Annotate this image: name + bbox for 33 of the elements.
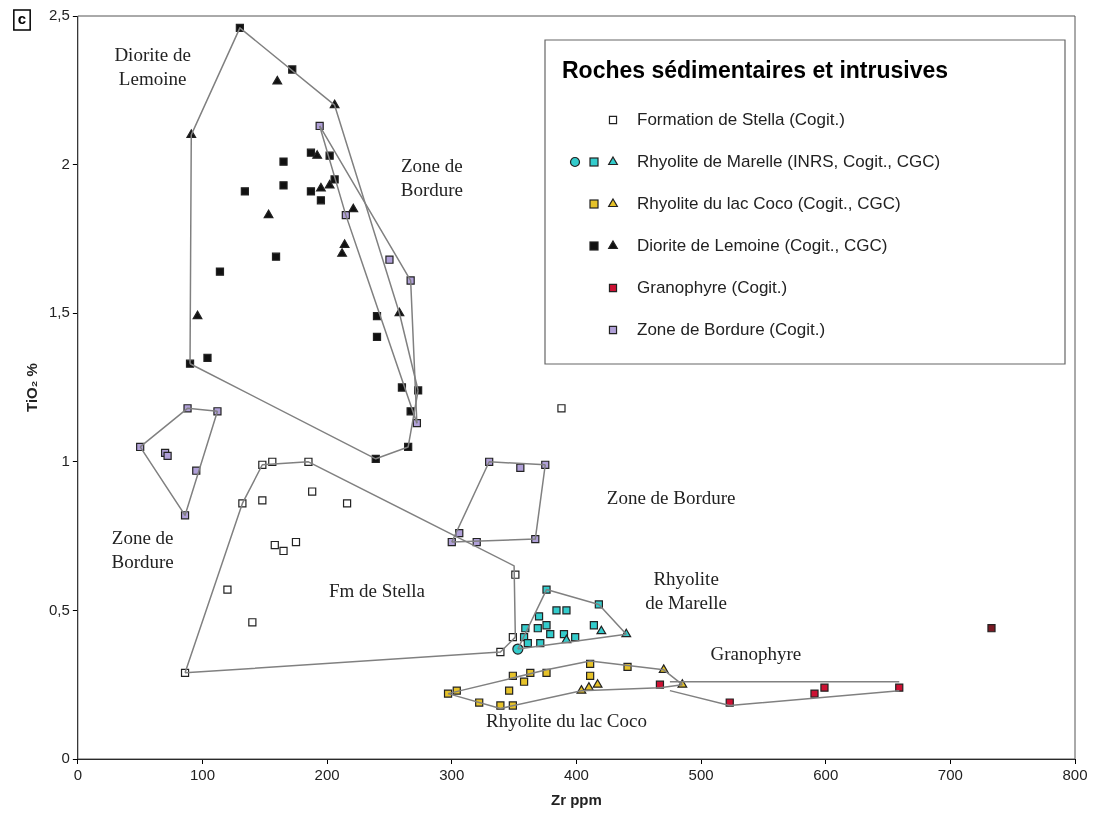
x-tick-label: 800 <box>1062 766 1088 784</box>
y-tick-label: 1,5 <box>48 303 70 321</box>
text: c <box>17 10 27 28</box>
y-tick-label: 2,5 <box>48 6 70 24</box>
y-tick-label: 0,5 <box>48 600 70 618</box>
annotation: Rhyolite de Marelle <box>645 567 727 613</box>
legend-label: Diorite de Lemoine (Cogit., CGC) <box>637 235 888 255</box>
annotation: Granophyre <box>710 642 802 664</box>
x-tick-label: 400 <box>563 766 589 784</box>
annotation: Diorite de Lemoine <box>114 43 191 89</box>
legend-label: Zone de Bordure (Cogit.) <box>637 319 826 339</box>
legend-label: Formation de Stella (Cogit.) <box>637 109 845 129</box>
x-tick-label: 500 <box>688 766 714 784</box>
x-tick-label: 700 <box>937 766 963 784</box>
legend-label: Rhyolite du lac Coco (Cogit., CGC) <box>637 193 901 213</box>
legend-title: Roches sédimentaires et intrusives <box>562 57 949 84</box>
annotation: Fm de Stella <box>328 579 426 601</box>
annotation: Rhyolite du lac Coco <box>485 709 647 731</box>
x-tick-label: 0 <box>73 766 83 784</box>
x-tick-label: 600 <box>813 766 839 784</box>
x-tick-label: 100 <box>189 766 216 784</box>
legend-label: Rhyolite de Marelle (INRS, Cogit., CGC) <box>637 151 941 171</box>
annotation: Zone de Bordure <box>400 155 463 201</box>
annotation: Zone de Bordure <box>111 526 174 572</box>
y-axis-title: TiO₂ % <box>23 363 41 412</box>
legend-label: Granophyre (Cogit.) <box>637 277 788 297</box>
annotation: Zone de Bordure <box>606 486 736 508</box>
y-tick-label: 0 <box>61 749 70 767</box>
y-tick-label: 1 <box>61 451 70 469</box>
x-tick-label: 200 <box>314 766 340 784</box>
x-axis-title: Zr ppm <box>551 791 602 809</box>
y-tick-label: 2 <box>61 154 70 172</box>
x-tick-label: 300 <box>439 766 465 784</box>
